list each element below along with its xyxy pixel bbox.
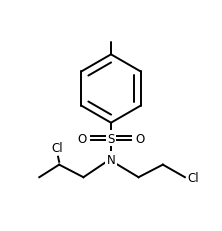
- Text: O: O: [77, 132, 87, 145]
- Text: S: S: [107, 132, 115, 145]
- Text: N: N: [107, 153, 115, 166]
- Text: O: O: [135, 132, 145, 145]
- Text: Cl: Cl: [188, 171, 199, 184]
- Text: Cl: Cl: [51, 141, 63, 154]
